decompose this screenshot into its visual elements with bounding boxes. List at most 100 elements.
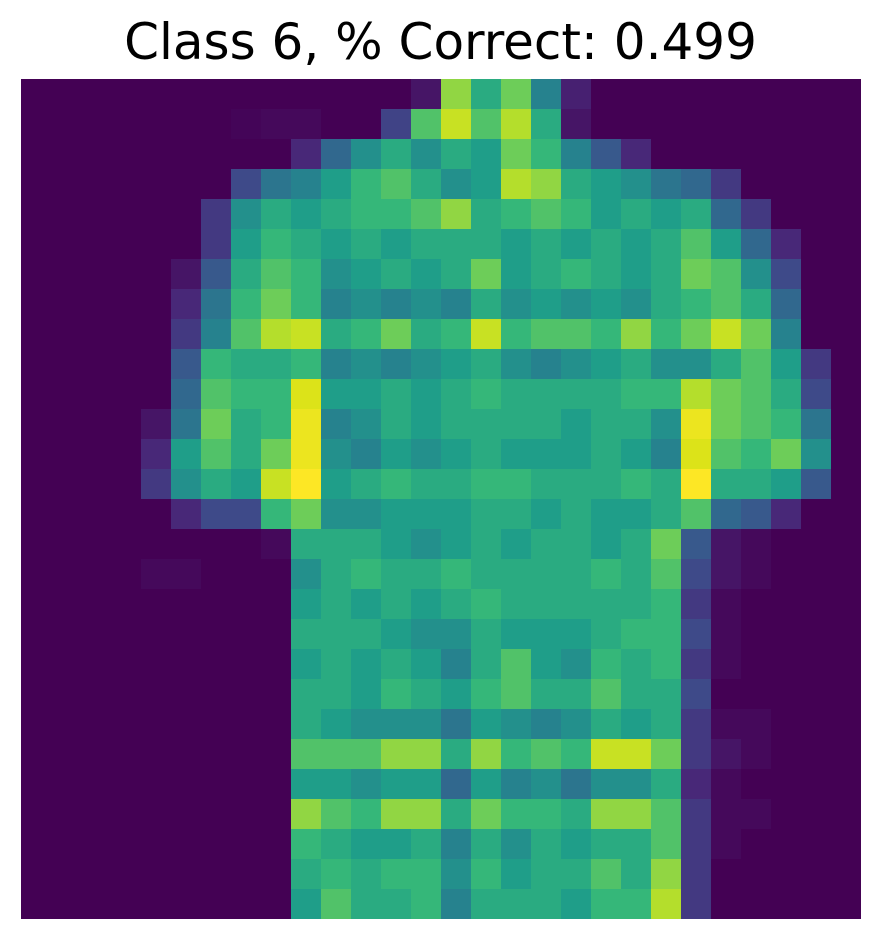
heatmap-cell [261,499,292,530]
heatmap-cell [591,739,622,770]
heatmap-cell [411,169,442,200]
heatmap-cell [81,829,112,860]
heatmap-cell [741,709,772,740]
heatmap-cell [531,679,562,710]
heatmap-cell [471,739,502,770]
heatmap-cell [21,229,52,260]
heatmap-cell [831,739,861,770]
heatmap-cell [831,379,861,410]
heatmap-cell [231,559,262,590]
heatmap-cell [621,529,652,560]
heatmap-cell [531,229,562,260]
heatmap-cell [831,349,861,380]
heatmap-cell [291,889,322,919]
heatmap-cell [771,679,802,710]
heatmap-cell [561,499,592,530]
heatmap-cell [381,799,412,830]
heatmap-cell [201,499,232,530]
heatmap-cell [711,109,742,140]
heatmap-cell [51,679,82,710]
heatmap-cell [171,409,202,440]
heatmap-cell [291,649,322,680]
heatmap-cell [321,529,352,560]
heatmap-cell [771,799,802,830]
heatmap-cell [261,769,292,800]
heatmap-cell [501,649,532,680]
heatmap-cell [621,289,652,320]
heatmap-cell [831,709,861,740]
heatmap-cell [21,319,52,350]
heatmap-cell [561,799,592,830]
heatmap-cell [591,409,622,440]
heatmap-cell [141,679,172,710]
heatmap-cell [681,319,712,350]
heatmap-cell [621,79,652,110]
heatmap-cell [261,409,292,440]
heatmap-cell [351,679,382,710]
heatmap-cell [771,649,802,680]
heatmap-cell [141,529,172,560]
heatmap-cell [561,679,592,710]
heatmap-cell [711,199,742,230]
heatmap-cell [801,799,832,830]
heatmap-cell [561,649,592,680]
heatmap-cell [51,559,82,590]
heatmap-cell [321,769,352,800]
heatmap-cell [651,319,682,350]
heatmap-cell [441,829,472,860]
heatmap-cell [501,289,532,320]
heatmap-cell [561,79,592,110]
heatmap-cell [351,109,382,140]
heatmap-cell [801,619,832,650]
heatmap-cell [291,859,322,890]
heatmap-cell [741,739,772,770]
heatmap-cell [141,169,172,200]
heatmap-cell [471,529,502,560]
heatmap-cell [531,859,562,890]
heatmap-cell [81,439,112,470]
heatmap-cell [621,619,652,650]
heatmap-cell [681,79,712,110]
heatmap-cell [531,619,562,650]
heatmap-cell [261,109,292,140]
heatmap-cell [681,499,712,530]
heatmap-cell [741,259,772,290]
heatmap-cell [561,169,592,200]
heatmap-cell [681,379,712,410]
heatmap-cell [741,619,772,650]
heatmap-cell [411,589,442,620]
heatmap-cell [381,559,412,590]
heatmap-cell [261,259,292,290]
heatmap-cell [171,649,202,680]
heatmap-cell [351,829,382,860]
heatmap-cell [141,859,172,890]
heatmap-cell [471,139,502,170]
heatmap-cell [111,409,142,440]
heatmap-cell [471,349,502,380]
heatmap-cell [651,709,682,740]
heatmap-cell [171,709,202,740]
heatmap-cell [321,409,352,440]
heatmap-cell [471,829,502,860]
heatmap-cell [441,259,472,290]
heatmap-cell [171,679,202,710]
heatmap-cell [771,169,802,200]
heatmap-cell [411,709,442,740]
heatmap-cell [21,889,52,919]
heatmap-cell [111,589,142,620]
heatmap-cell [441,439,472,470]
heatmap-cell [801,529,832,560]
heatmap-cell [831,199,861,230]
heatmap-cell [231,829,262,860]
chart-title: Class 6, % Correct: 0.499 [124,13,757,71]
heatmap-cell [441,109,472,140]
heatmap-cell [231,859,262,890]
heatmap-cell [21,589,52,620]
heatmap-cell [261,79,292,110]
heatmap-cell [381,679,412,710]
heatmap-cell [231,499,262,530]
heatmap-cell [291,289,322,320]
heatmap-cell [591,499,622,530]
heatmap-cell [531,439,562,470]
heatmap-cell [531,199,562,230]
